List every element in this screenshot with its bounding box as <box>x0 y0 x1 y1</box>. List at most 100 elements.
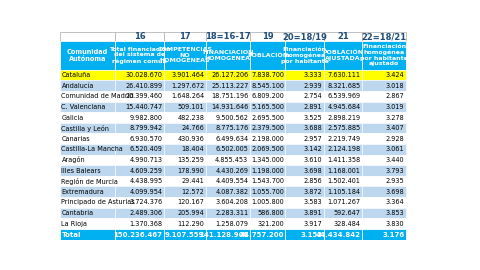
Bar <box>362 186 406 197</box>
Bar <box>115 155 164 165</box>
Bar <box>164 70 206 80</box>
Bar <box>362 197 406 208</box>
Text: 328.484: 328.484 <box>334 221 360 227</box>
Bar <box>250 112 286 123</box>
Bar <box>60 144 115 155</box>
Text: 2.489.306: 2.489.306 <box>130 210 163 216</box>
Bar <box>206 133 250 144</box>
Text: 2.219.749: 2.219.749 <box>327 136 360 142</box>
Text: 6.502.005: 6.502.005 <box>216 146 248 152</box>
Bar <box>115 40 164 70</box>
Text: 4.609.259: 4.609.259 <box>130 167 163 174</box>
Text: 178.990: 178.990 <box>178 167 204 174</box>
Bar <box>362 112 406 123</box>
Text: 141.128.908: 141.128.908 <box>199 232 248 238</box>
Text: 3.278: 3.278 <box>386 114 405 120</box>
Bar <box>362 165 406 176</box>
Bar <box>115 112 164 123</box>
Text: 3.440: 3.440 <box>386 157 405 163</box>
Bar <box>164 229 206 240</box>
Bar <box>250 176 286 186</box>
Text: 3.917: 3.917 <box>304 221 322 227</box>
Text: 4.087.382: 4.087.382 <box>215 189 248 195</box>
Text: 2.124.198: 2.124.198 <box>327 146 360 152</box>
Text: 1.055.700: 1.055.700 <box>251 189 284 195</box>
Text: Comunidad
Autónoma: Comunidad Autónoma <box>67 49 108 62</box>
Bar <box>115 165 164 176</box>
Text: 30.028.670: 30.028.670 <box>126 72 163 78</box>
Bar <box>250 80 286 91</box>
Bar <box>286 40 324 70</box>
Text: Extremadura: Extremadura <box>61 189 104 195</box>
Text: 2.754: 2.754 <box>304 93 322 99</box>
Text: 1.258.079: 1.258.079 <box>215 221 248 227</box>
Text: 8.775.176: 8.775.176 <box>215 125 248 131</box>
Bar <box>115 123 164 133</box>
Bar <box>206 40 250 70</box>
Bar <box>164 123 206 133</box>
Bar <box>60 112 115 123</box>
Bar <box>324 218 362 229</box>
Bar <box>60 165 115 176</box>
Bar <box>324 123 362 133</box>
Bar <box>115 144 164 155</box>
Text: 8.321.685: 8.321.685 <box>327 83 360 89</box>
Text: 4.099.954: 4.099.954 <box>130 189 163 195</box>
Bar <box>60 229 115 240</box>
Bar <box>286 197 324 208</box>
Bar <box>115 133 164 144</box>
Text: 2.575.885: 2.575.885 <box>327 125 360 131</box>
Bar <box>286 91 324 102</box>
Text: 17: 17 <box>179 32 191 41</box>
Bar <box>286 229 324 240</box>
Bar <box>250 123 286 133</box>
Text: COMPETENCIAS
NO
HOMOGENEAS: COMPETENCIAS NO HOMOGENEAS <box>157 47 213 63</box>
Bar <box>164 80 206 91</box>
Bar <box>250 91 286 102</box>
Bar <box>250 229 286 240</box>
Text: 6.499.634: 6.499.634 <box>215 136 248 142</box>
Bar <box>60 32 115 40</box>
Text: 6.520.409: 6.520.409 <box>130 146 163 152</box>
Bar <box>324 102 362 112</box>
Bar <box>286 218 324 229</box>
Text: 8.545.100: 8.545.100 <box>251 83 284 89</box>
Text: 2.198.000: 2.198.000 <box>251 136 284 142</box>
Text: Total financiación
del sistema de
régimen común: Total financiación del sistema de régime… <box>109 47 170 64</box>
Bar <box>286 176 324 186</box>
Text: 25.113.227: 25.113.227 <box>211 83 248 89</box>
Text: 3.724.376: 3.724.376 <box>130 199 163 205</box>
Text: 2.867: 2.867 <box>386 93 405 99</box>
Text: Galicia: Galicia <box>61 114 84 120</box>
Bar <box>250 186 286 197</box>
Text: 2.379.500: 2.379.500 <box>251 125 284 131</box>
Bar <box>115 32 164 40</box>
Bar <box>115 186 164 197</box>
Text: POBLACIÓN
AJUSTADA: POBLACIÓN AJUSTADA <box>323 50 363 60</box>
Text: 9.500.562: 9.500.562 <box>216 114 248 120</box>
Text: 7.630.111: 7.630.111 <box>327 72 360 78</box>
Bar <box>164 186 206 197</box>
Bar <box>250 155 286 165</box>
Bar <box>250 144 286 155</box>
Text: 430.936: 430.936 <box>178 136 204 142</box>
Text: 2.695.500: 2.695.500 <box>251 114 284 120</box>
Bar <box>362 91 406 102</box>
Text: 2.935: 2.935 <box>386 178 405 184</box>
Bar <box>164 165 206 176</box>
Bar <box>250 197 286 208</box>
Bar <box>362 123 406 133</box>
Bar <box>324 144 362 155</box>
Bar <box>206 218 250 229</box>
Bar <box>115 102 164 112</box>
Text: 4.945.684: 4.945.684 <box>327 104 360 110</box>
Bar <box>60 218 115 229</box>
Text: 18=16-17: 18=16-17 <box>205 32 251 41</box>
Text: 3.176: 3.176 <box>383 232 405 238</box>
Bar <box>206 197 250 208</box>
Text: Illes Balears: Illes Balears <box>61 167 101 174</box>
Text: 4.855.453: 4.855.453 <box>215 157 248 163</box>
Bar <box>164 133 206 144</box>
Bar <box>324 197 362 208</box>
Text: 7.838.700: 7.838.700 <box>251 72 284 78</box>
